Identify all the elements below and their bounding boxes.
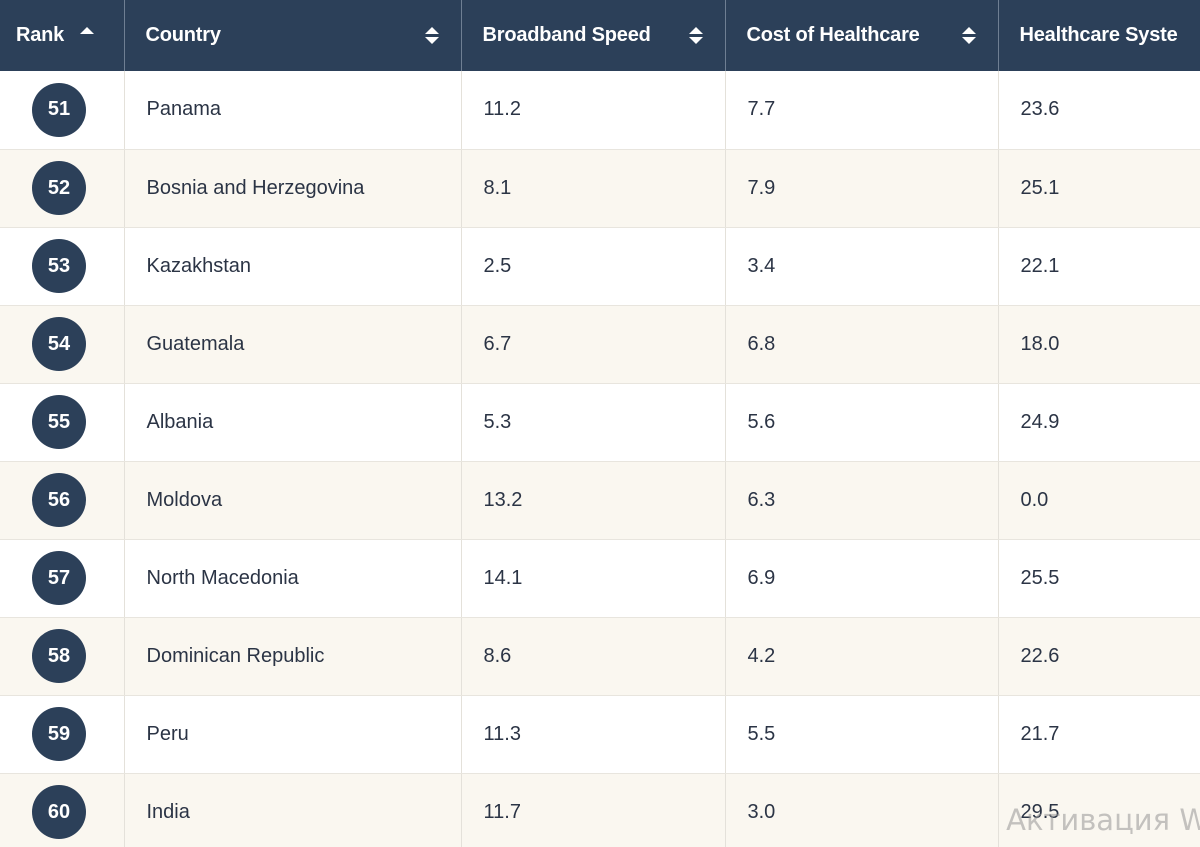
- broadband-speed-cell: 11.2: [461, 71, 726, 150]
- rank-badge: 56: [32, 473, 86, 527]
- column-header-label: Healthcare Syste: [1019, 24, 1178, 46]
- table-row[interactable]: 56 Moldova 13.2 6.3 0.0: [0, 461, 1200, 540]
- column-header-healthcare-system[interactable]: Healthcare Syste: [998, 0, 1200, 71]
- column-header-country[interactable]: Country: [124, 0, 462, 71]
- healthcare-system-cell: 29.5: [998, 773, 1200, 847]
- broadband-speed-cell: 5.3: [461, 383, 726, 462]
- rank-badge: 60: [32, 785, 86, 839]
- rank-cell: 57: [0, 539, 125, 618]
- rank-badge: 59: [32, 707, 86, 761]
- cost-of-healthcare-cell: 7.7: [725, 71, 999, 150]
- column-header-cost-of-healthcare[interactable]: Cost of Healthcare: [725, 0, 999, 71]
- cost-of-healthcare-cell: 6.9: [725, 539, 999, 618]
- broadband-speed-cell: 11.3: [461, 695, 726, 774]
- country-cell: Moldova: [124, 461, 462, 540]
- cost-of-healthcare-cell: 4.2: [725, 617, 999, 696]
- healthcare-system-cell: 25.1: [998, 149, 1200, 228]
- table-row[interactable]: 52 Bosnia and Herzegovina 8.1 7.9 25.1: [0, 149, 1200, 228]
- rank-badge: 54: [32, 317, 86, 371]
- healthcare-system-cell: 25.5: [998, 539, 1200, 618]
- column-header-label: Broadband Speed: [482, 24, 651, 46]
- sort-both-icon[interactable]: [424, 27, 439, 44]
- table-body: 51 Panama 11.2 7.7 23.6 52 Bosnia and Herzegov…: [0, 71, 1200, 847]
- table-row[interactable]: 55 Albania 5.3 5.6 24.9: [0, 383, 1200, 462]
- rank-badge: 51: [32, 82, 86, 137]
- cost-of-healthcare-cell: 3.0: [725, 773, 999, 847]
- country-cell: North Macedonia: [124, 539, 462, 618]
- country-cell: Bosnia and Herzegovina: [124, 149, 462, 228]
- table-row[interactable]: 60 India 11.7 3.0 29.5: [0, 773, 1200, 847]
- rank-badge: 53: [32, 239, 86, 293]
- cost-of-healthcare-cell: 7.9: [725, 149, 999, 228]
- cost-of-healthcare-cell: 3.4: [725, 227, 999, 306]
- healthcare-system-cell: 21.7: [998, 695, 1200, 774]
- broadband-speed-cell: 8.1: [461, 149, 726, 228]
- rank-cell: 51: [0, 71, 125, 150]
- broadband-speed-cell: 2.5: [461, 227, 726, 306]
- sort-ascending-icon[interactable]: [80, 27, 95, 34]
- rank-cell: 54: [0, 305, 125, 384]
- healthcare-system-cell: 18.0: [998, 305, 1200, 384]
- healthcare-system-cell: 0.0: [998, 461, 1200, 540]
- country-cell: Albania: [124, 383, 462, 462]
- table-row[interactable]: 51 Panama 11.2 7.7 23.6: [0, 71, 1200, 150]
- healthcare-system-cell: 22.6: [998, 617, 1200, 696]
- rank-badge: 58: [32, 629, 86, 683]
- column-header-label: Country: [145, 24, 221, 46]
- country-cell: India: [124, 773, 462, 847]
- table-header: Rank Country Broadband Speed: [0, 0, 1200, 71]
- rank-cell: 52: [0, 149, 125, 228]
- country-cell: Dominican Republic: [124, 617, 462, 696]
- table-row[interactable]: 58 Dominican Republic 8.6 4.2 22.6: [0, 617, 1200, 696]
- column-header-broadband-speed[interactable]: Broadband Speed: [461, 0, 726, 71]
- column-header-label: Cost of Healthcare: [746, 24, 920, 46]
- healthcare-system-cell: 22.1: [998, 227, 1200, 306]
- cost-of-healthcare-cell: 6.3: [725, 461, 999, 540]
- rank-cell: 60: [0, 773, 125, 847]
- broadband-speed-cell: 11.7: [461, 773, 726, 847]
- table-row[interactable]: 53 Kazakhstan 2.5 3.4 22.1: [0, 227, 1200, 306]
- column-header-label: Rank: [16, 24, 65, 46]
- country-cell: Guatemala: [124, 305, 462, 384]
- sort-both-icon[interactable]: [961, 27, 976, 44]
- rank-badge: 57: [32, 551, 86, 605]
- column-header-rank[interactable]: Rank: [0, 0, 125, 71]
- rank-badge: 52: [32, 161, 86, 215]
- cost-of-healthcare-cell: 5.6: [725, 383, 999, 462]
- sort-both-icon[interactable]: [688, 27, 703, 44]
- table-row[interactable]: 59 Peru 11.3 5.5 21.7: [0, 695, 1200, 774]
- cost-of-healthcare-cell: 6.8: [725, 305, 999, 384]
- table-row[interactable]: 57 North Macedonia 14.1 6.9 25.5: [0, 539, 1200, 618]
- country-cell: Peru: [124, 695, 462, 774]
- healthcare-system-cell: 24.9: [998, 383, 1200, 462]
- rank-cell: 56: [0, 461, 125, 540]
- rank-badge: 55: [32, 395, 86, 449]
- broadband-speed-cell: 8.6: [461, 617, 726, 696]
- country-cell: Panama: [124, 71, 462, 150]
- cost-of-healthcare-cell: 5.5: [725, 695, 999, 774]
- rank-cell: 59: [0, 695, 125, 774]
- broadband-speed-cell: 14.1: [461, 539, 726, 618]
- country-cell: Kazakhstan: [124, 227, 462, 306]
- rank-cell: 55: [0, 383, 125, 462]
- healthcare-system-cell: 23.6: [998, 71, 1200, 150]
- table-row[interactable]: 54 Guatemala 6.7 6.8 18.0: [0, 305, 1200, 384]
- header-row: Rank Country Broadband Speed: [0, 0, 1200, 71]
- broadband-speed-cell: 6.7: [461, 305, 726, 384]
- rank-cell: 53: [0, 227, 125, 306]
- broadband-speed-cell: 13.2: [461, 461, 726, 540]
- rank-cell: 58: [0, 617, 125, 696]
